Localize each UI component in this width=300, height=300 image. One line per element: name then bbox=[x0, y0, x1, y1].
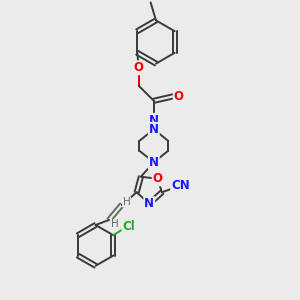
Text: N: N bbox=[149, 156, 159, 169]
Text: N: N bbox=[144, 197, 154, 210]
Text: H: H bbox=[111, 219, 119, 230]
Text: O: O bbox=[174, 90, 184, 103]
Text: N: N bbox=[149, 114, 159, 127]
Text: H: H bbox=[123, 197, 130, 207]
Text: Cl: Cl bbox=[122, 220, 135, 233]
Text: N: N bbox=[149, 123, 159, 136]
Text: O: O bbox=[153, 172, 163, 185]
Text: O: O bbox=[134, 61, 144, 74]
Text: CN: CN bbox=[171, 179, 190, 192]
